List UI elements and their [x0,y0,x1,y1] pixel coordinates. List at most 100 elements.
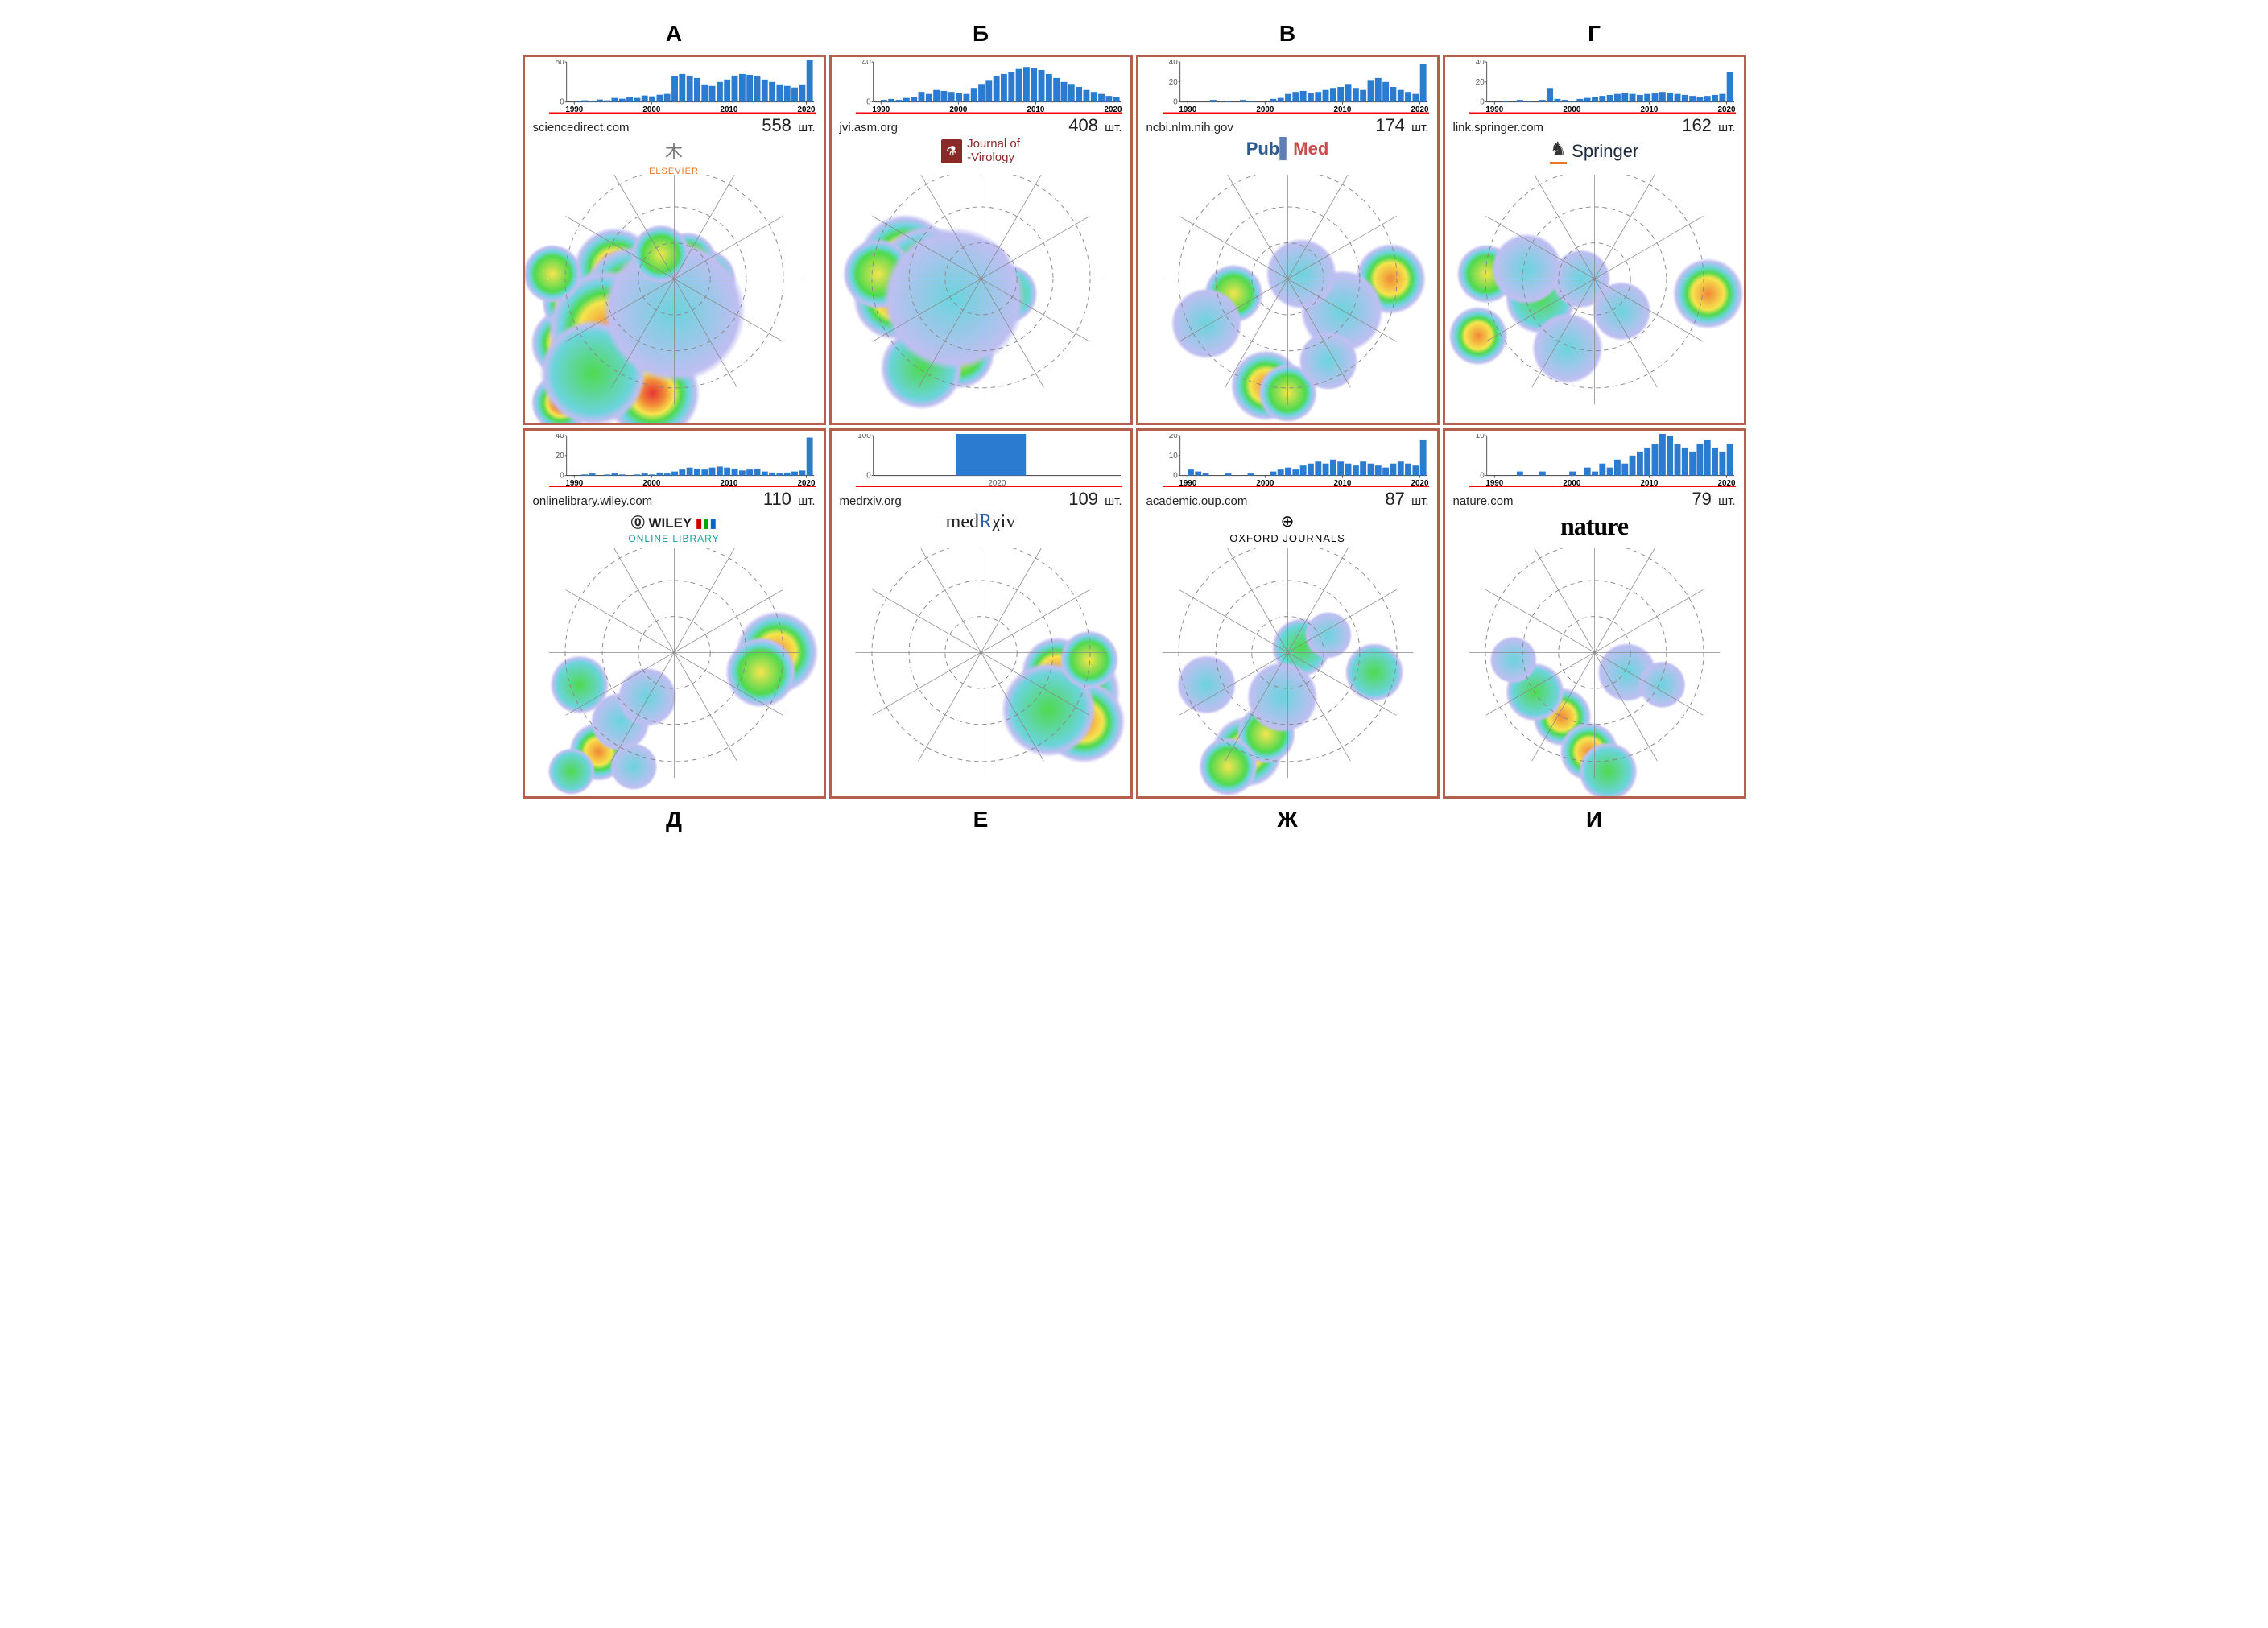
panel-label-bottom-0: Д [523,802,826,837]
unit-label: шт. [1101,121,1122,134]
count-value: 558 [762,115,791,135]
count-value: 109 [1068,489,1098,509]
domain-text: jvi.asm.org [840,121,899,134]
info-row: nature.com 79 шт. [1445,487,1744,510]
info-row: link.springer.com 162 шт. [1445,114,1744,136]
domain-text: onlinelibrary.wiley.com [533,494,653,508]
count-value: 174 [1375,115,1405,135]
logo-area: Pub▌Med [1138,136,1437,175]
svg-text:20: 20 [1475,78,1484,87]
logo-pubmed: Pub▌Med [1142,138,1434,160]
panel-label-top-3: Г [1443,16,1746,52]
svg-text:40: 40 [1168,60,1177,67]
info-row: jvi.asm.org 408 шт. [832,114,1130,136]
count-wrap: 174 шт. [1375,115,1428,136]
logo-area: ♞Springer [1445,136,1744,175]
bar-chart: 0401990200020102020 [832,57,1130,114]
info-row: academic.oup.com 87 шт. [1138,487,1437,510]
domain-text: medrxiv.org [840,494,902,508]
polar-heatmap [832,548,1130,796]
svg-text:0: 0 [1480,97,1485,106]
count-value: 162 [1682,115,1712,135]
domain-text: ncbi.nlm.nih.gov [1146,121,1233,134]
panel-label-top-0: А [523,16,826,52]
logo-jvi: ⚗Journal of-Virology [941,138,1020,164]
count-wrap: 79 шт. [1692,489,1735,510]
unit-label: шт. [1715,121,1736,134]
svg-text:0: 0 [866,471,871,480]
panel-Zh: 010201990200020102020 academic.oup.com 8… [1136,428,1440,799]
logo-area: medRχiv [832,510,1130,548]
logo-area: ⊕OXFORD JOURNALS [1138,510,1437,548]
svg-text:0: 0 [866,97,871,106]
count-value: 87 [1385,489,1404,509]
bar-chart: 010201990200020102020 [1138,431,1437,487]
unit-label: шт. [1101,494,1122,508]
bar-chart: 0501990200020102020 [525,57,824,114]
bar-chart: 01002020 [832,431,1130,487]
panel-D: 020401990200020102020 onlinelibrary.wile… [523,428,826,799]
info-row: ncbi.nlm.nih.gov 174 шт. [1138,114,1437,136]
unit-label: шт. [795,494,816,508]
logo-area: ⓪ WILEY ▮▮▮ONLINE LIBRARY [525,510,824,548]
info-row: medrxiv.org 109 шт. [832,487,1130,510]
svg-text:40: 40 [1475,60,1484,67]
polar-heatmap [1138,548,1437,796]
svg-text:100: 100 [857,434,871,440]
panel-grid: АБВГ 0501990200020102020 sciencedirect.c… [523,16,1746,837]
svg-text:10: 10 [1475,434,1484,440]
count-wrap: 87 шт. [1385,489,1428,510]
polar-heatmap [1445,548,1744,796]
logo-wiley: ⓪ WILEY ▮▮▮ONLINE LIBRARY [528,511,820,546]
panel-label-top-1: Б [829,16,1133,52]
panel-E: 01002020 medrxiv.org 109 шт. medRχiv [829,428,1133,799]
panel-I: 0101990200020102020 nature.com 79 шт. na… [1443,428,1746,799]
domain-text: link.springer.com [1453,121,1544,134]
info-row: onlinelibrary.wiley.com 110 шт. [525,487,824,510]
logo-springer: ♞Springer [1550,138,1639,164]
svg-text:40: 40 [861,60,870,67]
svg-text:10: 10 [1168,452,1177,461]
count-value: 79 [1692,489,1711,509]
polar-heatmap [525,548,824,796]
logo-area: nature [1445,510,1744,548]
polar-heatmap [525,175,824,423]
svg-text:20: 20 [555,452,564,461]
panel-label-bottom-2: Ж [1136,802,1440,837]
domain-text: nature.com [1453,494,1514,508]
logo-medrxiv: medRχiv [835,511,1127,533]
count-wrap: 110 шт. [763,489,816,510]
svg-text:20: 20 [1168,434,1177,440]
bar-chart: 0101990200020102020 [1445,431,1744,487]
panel-V: 020401990200020102020 ncbi.nlm.nih.gov 1… [1136,55,1440,425]
panel-G: 020401990200020102020 link.springer.com … [1443,55,1746,425]
count-value: 408 [1068,115,1098,135]
logo-area: ⽊ELSEVIER [525,136,824,175]
svg-text:0: 0 [560,97,564,106]
domain-text: sciencedirect.com [533,121,630,134]
bar-chart: 020401990200020102020 [1138,57,1437,114]
polar-heatmap [832,175,1130,423]
svg-text:50: 50 [555,60,564,67]
count-wrap: 558 шт. [762,115,815,136]
bar-chart: 020401990200020102020 [1445,57,1744,114]
logo-area: ⚗Journal of-Virology [832,136,1130,175]
polar-heatmap [1138,175,1437,423]
panel-label-top-2: В [1136,16,1440,52]
panel-label-bottom-1: Е [829,802,1133,837]
count-wrap: 408 шт. [1068,115,1122,136]
logo-nature: nature [1448,511,1741,541]
unit-label: шт. [1715,494,1736,508]
info-row: sciencedirect.com 558 шт. [525,114,824,136]
count-wrap: 109 шт. [1068,489,1122,510]
svg-text:0: 0 [1173,471,1178,480]
panel-B: 0401990200020102020 jvi.asm.org 408 шт. … [829,55,1133,425]
domain-text: academic.oup.com [1146,494,1248,508]
count-value: 110 [763,489,791,509]
bar-chart: 020401990200020102020 [525,431,824,487]
svg-text:0: 0 [560,471,564,480]
polar-heatmap [1445,175,1744,423]
svg-text:0: 0 [1173,97,1178,106]
unit-label: шт. [1408,121,1429,134]
unit-label: шт. [795,121,816,134]
